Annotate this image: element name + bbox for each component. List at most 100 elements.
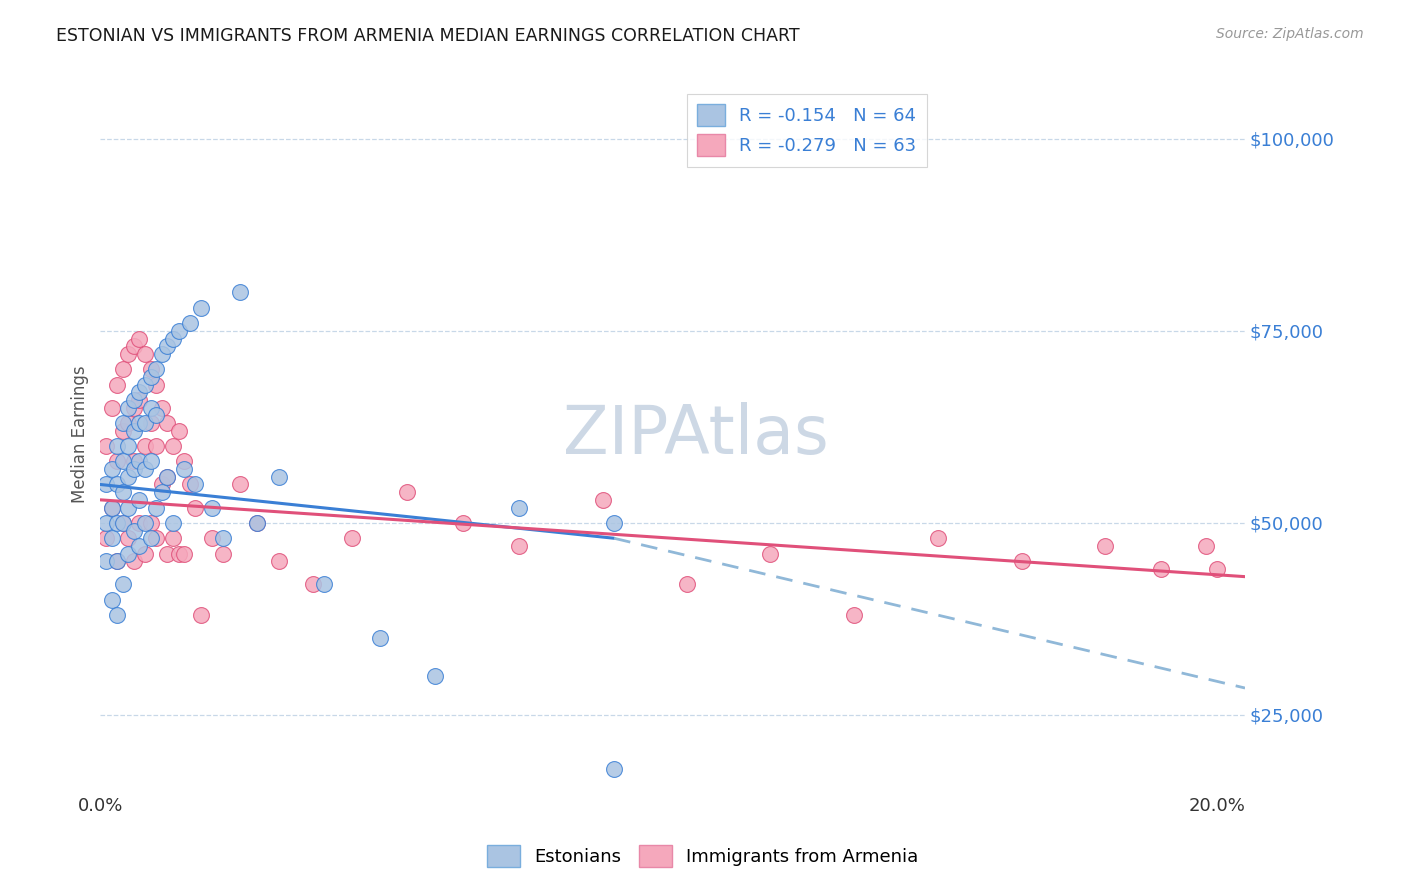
Point [267,554,290,568]
Point [111,416,134,430]
Point [117,547,139,561]
Point [267,470,290,484]
Point [111,362,134,376]
Point [139,370,162,384]
Point [111,424,134,438]
Point [145,362,167,376]
Point [139,454,162,468]
Point [759,547,782,561]
Point [246,516,269,530]
Point [122,462,145,476]
Point [94,439,117,453]
Point [117,470,139,484]
Point [368,631,391,645]
Point [145,377,167,392]
Point [105,454,128,468]
Point [139,531,162,545]
Point [134,516,156,530]
Point [508,539,530,553]
Point [139,416,162,430]
Point [134,416,156,430]
Point [117,401,139,415]
Point [675,577,697,591]
Point [173,547,195,561]
Point [167,547,190,561]
Legend: Estonians, Immigrants from Armenia: Estonians, Immigrants from Armenia [481,838,925,874]
Point [117,531,139,545]
Point [100,592,122,607]
Point [150,401,173,415]
Point [508,500,530,515]
Point [927,531,949,545]
Point [134,347,156,361]
Point [150,347,173,361]
Point [592,492,614,507]
Point [105,608,128,623]
Point [139,516,162,530]
Point [94,516,117,530]
Point [173,462,195,476]
Text: ESTONIAN VS IMMIGRANTS FROM ARMENIA MEDIAN EARNINGS CORRELATION CHART: ESTONIAN VS IMMIGRANTS FROM ARMENIA MEDI… [56,27,800,45]
Point [122,424,145,438]
Point [134,377,156,392]
Point [134,439,156,453]
Point [340,531,363,545]
Point [212,547,235,561]
Point [179,477,201,491]
Point [122,454,145,468]
Point [212,531,235,545]
Y-axis label: Median Earnings: Median Earnings [72,366,89,503]
Point [156,416,179,430]
Point [105,477,128,491]
Point [396,485,419,500]
Point [100,500,122,515]
Point [128,516,150,530]
Point [425,669,447,683]
Point [117,439,139,453]
Point [201,531,224,545]
Point [94,531,117,545]
Point [134,547,156,561]
Point [111,516,134,530]
Point [122,401,145,415]
Point [162,332,184,346]
Point [145,409,167,423]
Point [156,470,179,484]
Point [111,454,134,468]
Point [117,416,139,430]
Point [145,531,167,545]
Point [111,516,134,530]
Point [105,377,128,392]
Point [1195,539,1218,553]
Point [1011,554,1033,568]
Point [105,516,128,530]
Point [301,577,323,591]
Point [453,516,475,530]
Legend: R = -0.154   N = 64, R = -0.279   N = 63: R = -0.154 N = 64, R = -0.279 N = 63 [686,94,927,167]
Point [139,401,162,415]
Point [100,531,122,545]
Point [94,477,117,491]
Point [312,577,335,591]
Point [122,339,145,353]
Point [603,762,626,776]
Point [139,362,162,376]
Point [150,485,173,500]
Point [229,477,252,491]
Text: Source: ZipAtlas.com: Source: ZipAtlas.com [1216,27,1364,41]
Point [128,539,150,553]
Point [145,500,167,515]
Point [128,454,150,468]
Point [100,401,122,415]
Point [156,547,179,561]
Point [156,339,179,353]
Point [1206,562,1229,576]
Point [105,554,128,568]
Point [246,516,269,530]
Point [128,492,150,507]
Point [229,285,252,300]
Point [117,347,139,361]
Point [128,392,150,407]
Point [162,516,184,530]
Point [162,531,184,545]
